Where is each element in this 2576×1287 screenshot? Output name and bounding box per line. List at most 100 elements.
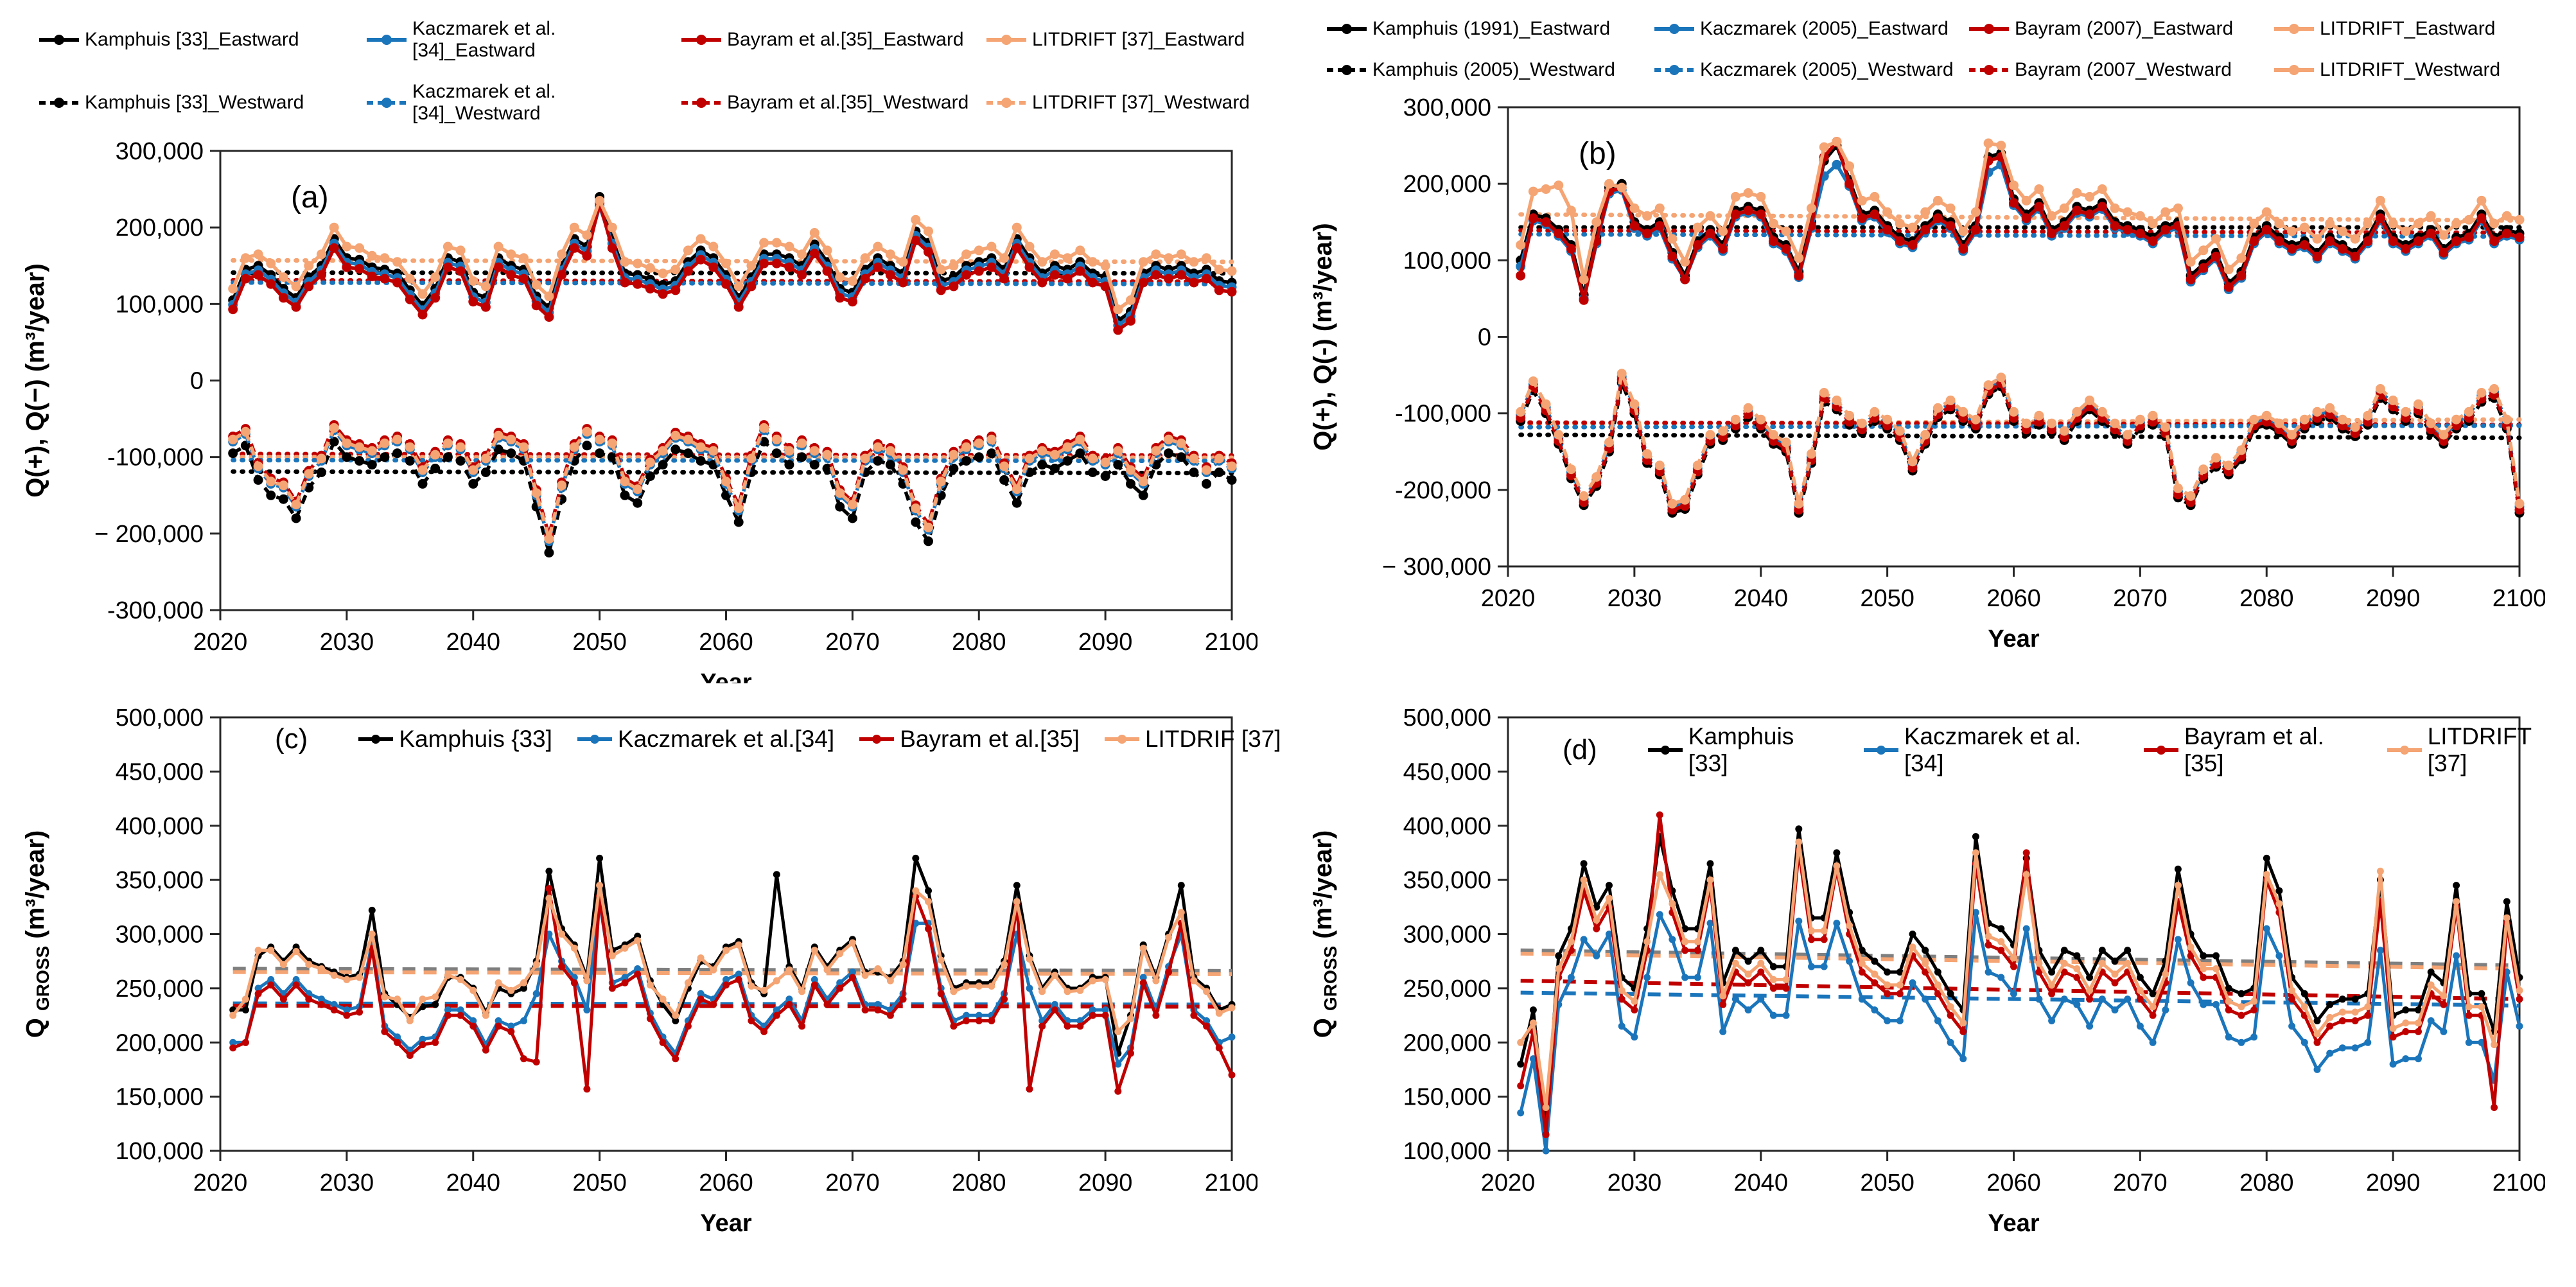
data-point-marker: [1756, 209, 1766, 220]
data-point-marker: [1807, 203, 1816, 213]
data-point-marker: [380, 452, 390, 462]
data-point-marker: [1705, 229, 1715, 239]
data-point-marker: [2097, 407, 2107, 417]
data-point-marker: [1604, 437, 1614, 448]
data-point-marker: [480, 468, 491, 477]
data-point-marker: [1629, 399, 1640, 409]
legend-line-marker-icon: [859, 735, 895, 744]
data-point-marker: [861, 972, 869, 979]
y-tick-label: 250,000: [116, 976, 204, 1002]
legend-line-marker-icon: [1863, 746, 1898, 755]
data-point-marker: [621, 944, 629, 952]
chart-a-wrap: 300,000 200,000 100,000 0 -100,000 − 200,000 -…: [5, 128, 1288, 683]
data-point-marker: [645, 457, 655, 468]
data-point-marker: [2123, 430, 2133, 440]
y-tick-label: 400,000: [1403, 813, 1491, 840]
data-point-marker: [634, 970, 642, 978]
data-point-marker: [1631, 1006, 1638, 1014]
data-point-marker: [1606, 931, 1613, 938]
data-point-marker: [1857, 418, 1867, 428]
data-point-marker: [1051, 972, 1058, 979]
data-point-marker: [2363, 236, 2373, 246]
data-point-marker: [519, 442, 529, 452]
data-point-marker: [2249, 218, 2259, 229]
data-point-marker: [1947, 1038, 1954, 1046]
data-point-marker: [507, 986, 515, 994]
data-point-marker: [696, 254, 706, 265]
data-point-marker: [1100, 471, 1110, 481]
data-point-marker: [1832, 159, 1842, 170]
data-point-marker: [950, 988, 958, 995]
data-point-marker: [2288, 986, 2296, 994]
data-point-marker: [2250, 1006, 2258, 1014]
legend-chart-c: (c) Kamphuis {33] Kaczmarek et al.[34] Bayr…: [275, 723, 1281, 755]
data-point-marker: [2440, 1001, 2448, 1008]
data-point-marker: [696, 234, 706, 244]
data-point-marker: [2427, 981, 2435, 989]
data-point-marker: [1062, 456, 1073, 466]
data-point-marker: [670, 265, 681, 275]
data-point-marker: [1833, 849, 1841, 857]
data-point-marker: [670, 285, 681, 295]
panel-label-d: (d): [1563, 734, 1597, 766]
data-point-marker: [2476, 388, 2487, 398]
data-point-marker: [1618, 995, 1625, 1003]
data-point-marker: [520, 979, 527, 986]
data-point-marker: [710, 1001, 717, 1008]
legend-item: Kaczmarek (2005)_Eastward: [1654, 18, 1962, 40]
data-point-marker: [1757, 947, 1765, 954]
data-point-marker: [2200, 1001, 2207, 1008]
data-point-marker: [2238, 1038, 2245, 1046]
data-point-marker: [544, 312, 554, 322]
data-point-marker: [2451, 218, 2462, 229]
data-point-marker: [847, 297, 857, 307]
data-point-marker: [810, 947, 818, 954]
data-point-marker: [2162, 1006, 2169, 1014]
data-point-marker: [229, 1038, 237, 1046]
data-point-marker: [1757, 968, 1765, 976]
data-point-marker: [2274, 218, 2284, 229]
data-point-marker: [924, 226, 933, 236]
data-point-marker: [885, 270, 895, 280]
data-point-marker: [1580, 876, 1588, 884]
data-point-marker: [1101, 1011, 1109, 1019]
data-point-marker: [2275, 952, 2283, 959]
y-tick-label: -300,000: [107, 597, 204, 624]
data-point-marker: [961, 442, 972, 452]
data-point-marker: [723, 947, 730, 954]
legend-item-label: Kaczmarek et al.[34]: [1904, 723, 2081, 776]
data-point-marker: [2389, 1033, 2397, 1041]
x-tick-label: 2070: [2113, 1169, 2168, 1196]
data-point-marker: [1730, 209, 1740, 220]
data-point-marker: [2351, 1008, 2359, 1016]
data-point-marker: [2085, 191, 2095, 202]
data-point-marker: [911, 517, 921, 527]
data-point-marker: [520, 1017, 527, 1024]
data-point-marker: [759, 423, 769, 433]
data-point-marker: [2326, 1013, 2334, 1021]
data-point-marker: [2414, 218, 2423, 229]
data-point-marker: [646, 1015, 654, 1022]
x-tick-label: 2050: [1860, 585, 1914, 612]
data-point-marker: [595, 448, 605, 459]
data-point-marker: [1920, 207, 1931, 217]
legend-line-marker-icon: [681, 35, 721, 45]
data-point-marker: [1945, 203, 1956, 213]
x-tick-label: 2080: [952, 1169, 1006, 1196]
data-point-marker: [975, 1017, 983, 1024]
chart-b-wrap: 300,000 200,000 100,000 0 -100,000 -200,000 − …: [1293, 85, 2576, 653]
data-point-marker: [442, 438, 453, 448]
data-point-marker: [2124, 947, 2132, 954]
x-tick-label: 2100: [1205, 1169, 1257, 1196]
data-point-marker: [1820, 936, 1828, 943]
data-point-marker: [937, 990, 945, 997]
data-point-marker: [961, 270, 972, 280]
data-point-marker: [848, 974, 856, 981]
data-point-marker: [2174, 936, 2182, 943]
data-point-marker: [2034, 184, 2044, 194]
data-point-marker: [2491, 1041, 2498, 1049]
data-point-marker: [2022, 925, 2030, 932]
legend-line-marker-icon: [2274, 65, 2314, 75]
data-point-marker: [1719, 1001, 1727, 1008]
